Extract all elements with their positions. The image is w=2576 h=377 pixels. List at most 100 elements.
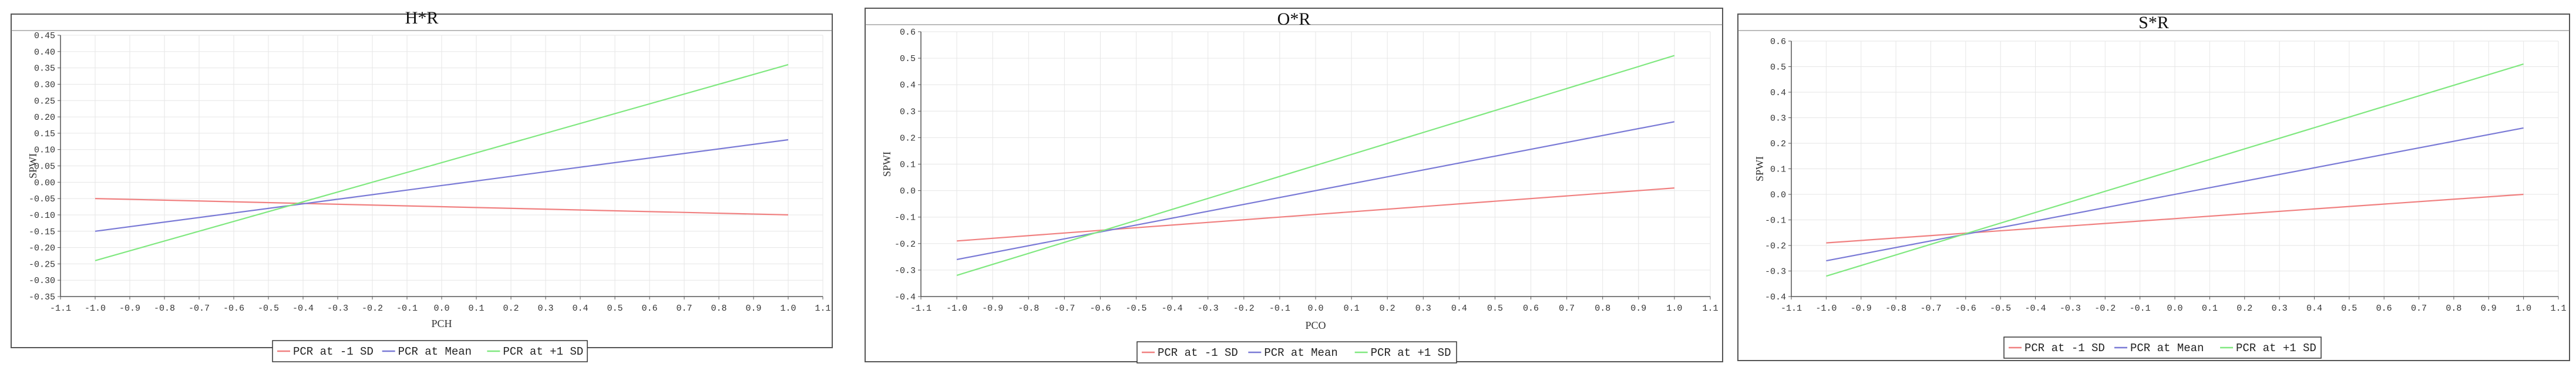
x-tick-label: 0.1: [468, 304, 484, 314]
x-tick-label: 0.0: [433, 304, 449, 314]
x-tick-label: 0.0: [2167, 304, 2182, 314]
y-tick-label: 0.00: [34, 178, 55, 188]
x-tick-label: 0.6: [641, 304, 657, 314]
x-tick-label: -0.4: [2025, 304, 2046, 314]
x-tick-label: -0.6: [1089, 304, 1111, 314]
y-tick-label: 0.0: [900, 187, 916, 197]
y-tick-label: -0.1: [1765, 216, 1786, 226]
y-tick-label: -0.30: [29, 276, 55, 286]
x-tick-label: -0.2: [2094, 304, 2116, 314]
legend-label: PCR at Mean: [398, 345, 472, 358]
x-tick-label: -0.6: [223, 304, 244, 314]
x-tick-label: 0.2: [1380, 304, 1395, 314]
y-tick-label: 0.2: [900, 133, 916, 143]
x-tick-label: 0.5: [1487, 304, 1503, 314]
x-tick-label: 0.4: [1451, 304, 1467, 314]
x-tick-label: -0.2: [1233, 304, 1255, 314]
x-tick-label: 0.9: [2481, 304, 2497, 314]
x-tick-label: 0.8: [1595, 304, 1610, 314]
y-tick-label: -0.3: [1765, 267, 1786, 277]
y-axis-label: SPWI: [27, 153, 39, 179]
legend-label: PCR at -1 SD: [293, 345, 374, 358]
chart-title: S*R: [2138, 13, 2169, 32]
x-tick-label: 0.6: [2376, 304, 2392, 314]
x-tick-label: -0.7: [1054, 304, 1075, 314]
y-tick-label: -0.1: [894, 213, 916, 223]
x-tick-label: 1.0: [1666, 304, 1682, 314]
chart-svg-sr: -1.1 -1.0 -0.9 -0.8 -0.7 -0.6 -0.5 -0.4 -0.3 -0.2…: [1737, 13, 2570, 361]
x-axis-label: PCO: [1305, 319, 1326, 331]
y-tick-label: 0.6: [1770, 37, 1786, 47]
x-tick-label: -1.1: [50, 304, 71, 314]
x-tick-label: -0.9: [982, 304, 1003, 314]
y-tick-label: 0.1: [1770, 165, 1786, 175]
y-tick-label: 0.30: [34, 80, 55, 90]
x-tick-label: 0.3: [537, 304, 553, 314]
chart-svg-or: -1.1 -1.0 -0.9 -0.8 -0.7 -0.6 -0.5 -0.4 -0.3 -0.2…: [865, 8, 1723, 363]
y-tick-label: -0.4: [894, 292, 916, 302]
x-tick-label: -0.9: [119, 304, 140, 314]
x-tick-label: 0.7: [676, 304, 692, 314]
legend-box: [1136, 341, 1457, 363]
series-line-1: [95, 198, 789, 216]
chart-title: O*R: [1277, 9, 1311, 29]
x-tick-label: -0.1: [396, 304, 418, 314]
x-tick-label: 1.0: [2516, 304, 2531, 314]
x-tick-label: -1.0: [946, 304, 967, 314]
x-tick-label: 0.8: [2446, 304, 2461, 314]
legend-box: [272, 340, 588, 362]
x-tick-label: -0.5: [1990, 304, 2011, 314]
x-tick-label: -0.3: [2060, 304, 2081, 314]
y-tick-label: -0.20: [29, 244, 55, 254]
x-tick-label: -0.2: [362, 304, 383, 314]
x-tick-label: 0.2: [503, 304, 519, 314]
x-tick-label: -0.9: [1851, 304, 1872, 314]
x-tick-label: -1.0: [85, 304, 106, 314]
y-tick-label: 0.5: [1770, 63, 1786, 73]
x-tick-label: 0.4: [572, 304, 588, 314]
y-tick-label: -0.35: [29, 292, 55, 302]
legend-label: PCR at Mean: [1264, 346, 1337, 359]
x-axis-label: PCH: [431, 318, 452, 329]
series-line-3: [95, 64, 789, 261]
y-tick-label: 0.2: [1770, 139, 1786, 149]
x-tick-label: 0.7: [2411, 304, 2427, 314]
y-tick-label: 0.0: [1770, 190, 1786, 200]
series-line-3: [1826, 63, 2524, 277]
y-tick-label: 0.3: [1770, 114, 1786, 124]
y-tick-label: 0.15: [34, 129, 55, 139]
x-tick-label: 0.1: [1344, 304, 1360, 314]
y-tick-label: -0.25: [29, 260, 55, 270]
x-tick-label: 0.5: [2341, 304, 2357, 314]
x-tick-label: 0.3: [2272, 304, 2288, 314]
y-tick-label: 0.1: [900, 160, 916, 170]
series-line-1: [1826, 193, 2524, 244]
legend-box: [2003, 336, 2322, 359]
x-tick-label: 0.0: [1307, 304, 1323, 314]
y-tick-label: -0.3: [894, 266, 916, 276]
chart-panel-or: -1.1 -1.0 -0.9 -0.8 -0.7 -0.6 -0.5 -0.4 -0.3 -0.2…: [865, 0, 1723, 377]
series-line-2: [1826, 127, 2524, 262]
y-tick-label: 0.20: [34, 113, 55, 123]
y-tick-label: -0.2: [1765, 241, 1786, 251]
y-tick-label: 0.05: [34, 162, 55, 172]
x-tick-label: -0.7: [1920, 304, 1941, 314]
y-tick-label: 0.45: [34, 31, 55, 41]
x-tick-label: 1.1: [2550, 304, 2566, 314]
x-tick-label: -0.4: [1162, 304, 1183, 314]
x-tick-label: -0.3: [327, 304, 348, 314]
x-tick-label: 1.0: [780, 304, 796, 314]
x-tick-label: -1.1: [910, 304, 931, 314]
x-tick-label: 0.5: [607, 304, 623, 314]
y-tick-label: 0.25: [34, 96, 55, 106]
x-tick-label: 0.7: [1559, 304, 1575, 314]
y-tick-label: 0.6: [900, 28, 916, 38]
x-tick-label: 1.1: [815, 304, 830, 314]
chart-title: H*R: [405, 8, 439, 28]
x-tick-label: 0.9: [745, 304, 761, 314]
y-tick-label: -0.15: [29, 227, 55, 237]
x-tick-label: -0.4: [292, 304, 314, 314]
y-tick-label: 0.5: [900, 54, 916, 64]
x-tick-label: -0.3: [1198, 304, 1219, 314]
series-line-2: [956, 121, 1675, 260]
